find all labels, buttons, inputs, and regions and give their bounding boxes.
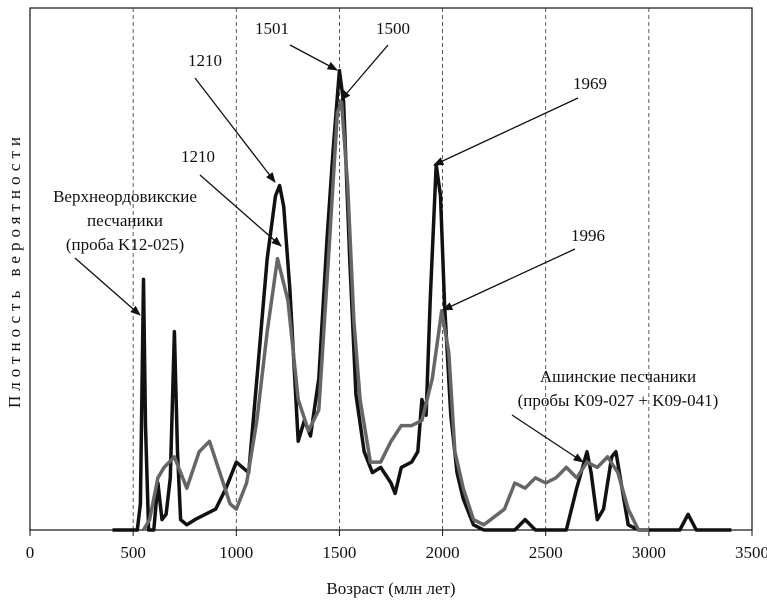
annotation: 1969: [573, 74, 607, 93]
x-axis-label: Возраст (млн лет): [326, 579, 455, 598]
x-tick-label: 1000: [219, 543, 253, 562]
annotation-arrow: [74, 257, 141, 316]
annotation: Верхнеордовикские: [53, 187, 197, 206]
density-line: [141, 100, 649, 532]
annotation-arrow: [289, 44, 338, 71]
annotation-arrow: [199, 174, 282, 247]
annotation-arrow: [511, 414, 584, 463]
annotation: 1500: [376, 19, 410, 38]
x-tick-label: 2500: [529, 543, 563, 562]
annotation: Ашинские песчаники: [540, 367, 696, 386]
annotation-arrow: [340, 44, 389, 101]
density-line: [112, 68, 732, 532]
plot-frame: [29, 7, 753, 531]
annotation: 1210: [188, 51, 222, 70]
x-tick-label: 0: [26, 543, 35, 562]
x-tick-label: 2000: [426, 543, 460, 562]
annotation-arrow: [442, 248, 576, 311]
x-tick-label: 500: [120, 543, 146, 562]
annotation: 1996: [571, 226, 605, 245]
annotation-arrow: [433, 97, 579, 166]
y-axis-label: Плотность вероятности: [5, 132, 24, 408]
annotation: 1210: [181, 147, 215, 166]
annotation: песчаники: [87, 211, 163, 230]
annotation-arrow: [194, 77, 276, 183]
annotation: 1501: [255, 19, 289, 38]
x-tick-label: 1500: [322, 543, 356, 562]
x-tick-label: 3000: [632, 543, 666, 562]
annotation: (проба K12-025): [66, 235, 184, 254]
annotation: (пробы K09-027 + K09-041): [518, 391, 719, 410]
x-tick-label: 3500: [735, 543, 767, 562]
